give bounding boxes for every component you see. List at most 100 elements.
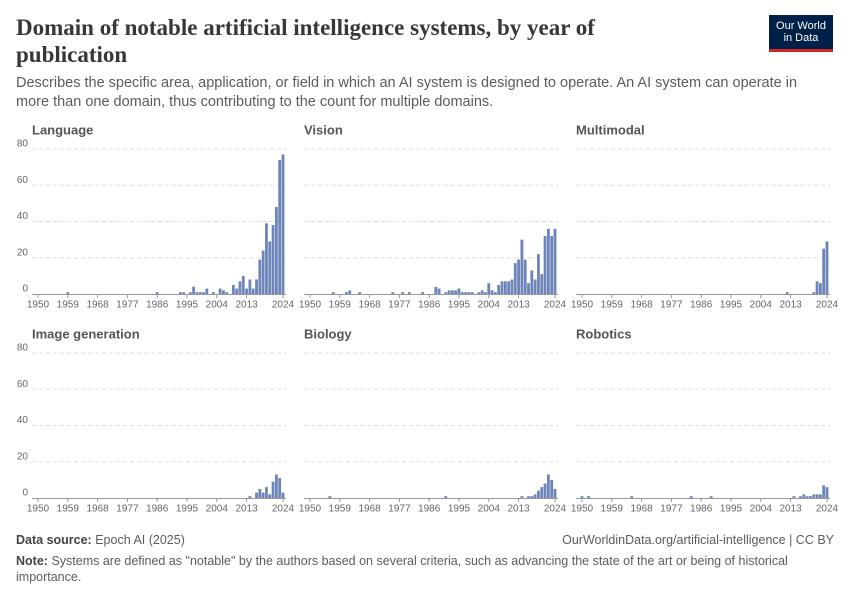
- x-tick-label: 2024: [272, 504, 295, 515]
- bar: [630, 496, 634, 498]
- bar: [460, 292, 464, 294]
- y-tick-label: 20: [17, 247, 29, 258]
- bar: [238, 281, 242, 294]
- y-tick-label: 80: [17, 139, 29, 150]
- x-tick-label: 2013: [779, 300, 802, 311]
- x-tick-label: 1968: [358, 300, 381, 311]
- bar: [251, 288, 255, 294]
- bar: [450, 290, 454, 294]
- bar: [543, 483, 547, 498]
- source-text: Epoch AI (2025): [95, 533, 185, 547]
- bar: [444, 496, 448, 498]
- x-tick-label: 1950: [299, 504, 322, 515]
- bar: [815, 281, 819, 294]
- bar: [221, 290, 225, 294]
- y-tick-label: 80: [17, 343, 29, 354]
- x-tick-label: 2004: [750, 300, 773, 311]
- bar: [265, 223, 268, 294]
- x-tick-label: 1968: [630, 504, 653, 515]
- bar: [268, 494, 272, 498]
- bar: [553, 488, 557, 498]
- x-tick-label: 2004: [206, 504, 229, 515]
- panel-title: Biology: [304, 326, 352, 341]
- source-label: Data source:: [16, 533, 92, 547]
- bar: [278, 159, 282, 294]
- url[interactable]: OurWorldinData.org/artificial-intelligen…: [562, 533, 834, 547]
- bar: [261, 250, 265, 294]
- x-tick-label: 1968: [358, 504, 381, 515]
- bar: [155, 292, 159, 294]
- bar: [550, 236, 554, 294]
- bar: [444, 292, 448, 294]
- bar: [271, 481, 275, 498]
- x-tick-label: 1986: [690, 300, 713, 311]
- bar: [258, 488, 262, 498]
- bar: [537, 254, 540, 294]
- panel-title: Robotics: [576, 326, 632, 341]
- bar: [487, 283, 491, 294]
- source: Data source: Epoch AI (2025): [16, 533, 185, 547]
- bar: [268, 241, 272, 294]
- x-tick-label: 2013: [235, 300, 258, 311]
- bar: [248, 496, 252, 498]
- logo[interactable]: Our World in Data: [769, 15, 833, 52]
- bar: [510, 279, 514, 294]
- bar: [825, 487, 829, 498]
- bar: [503, 281, 507, 294]
- x-tick-label: 1977: [388, 300, 411, 311]
- bar: [345, 292, 348, 294]
- bar: [261, 492, 265, 498]
- y-tick-label: 60: [17, 175, 29, 186]
- bar: [258, 259, 262, 294]
- x-tick-label: 2013: [507, 504, 530, 515]
- bar: [192, 286, 196, 294]
- bar: [587, 496, 591, 498]
- bar: [520, 239, 524, 294]
- x-tick-label: 1986: [690, 504, 713, 515]
- bar: [546, 228, 550, 294]
- bar: [278, 478, 282, 498]
- bar: [391, 292, 395, 294]
- bar: [274, 474, 278, 498]
- bar: [537, 490, 540, 498]
- x-tick-label: 2013: [507, 300, 530, 311]
- x-tick-label: 1950: [27, 504, 50, 515]
- bar: [331, 292, 335, 294]
- bar: [818, 494, 822, 498]
- bar: [530, 270, 534, 294]
- bar: [527, 496, 530, 498]
- bar: [822, 485, 826, 498]
- bar: [66, 292, 70, 294]
- bar: [799, 496, 802, 498]
- bar: [358, 292, 362, 294]
- bar: [785, 292, 789, 294]
- bar: [231, 284, 235, 294]
- y-tick-label: 0: [22, 488, 28, 499]
- panel-title: Multimodal: [576, 122, 645, 137]
- y-tick-label: 60: [17, 379, 29, 390]
- bar: [470, 292, 474, 294]
- bar: [550, 479, 554, 498]
- bar: [248, 279, 252, 294]
- bar: [182, 292, 186, 294]
- bar: [437, 288, 441, 294]
- bar: [255, 279, 258, 294]
- x-tick-label: 1995: [720, 300, 743, 311]
- bar: [235, 288, 239, 294]
- bar: [202, 292, 205, 294]
- x-tick-label: 1959: [57, 504, 80, 515]
- bar: [825, 241, 829, 294]
- bar: [484, 292, 487, 294]
- x-tick-label: 2004: [478, 504, 501, 515]
- x-tick-label: 2024: [816, 300, 839, 311]
- bar: [348, 290, 352, 294]
- bar: [540, 274, 544, 294]
- bar: [281, 492, 285, 498]
- bar: [520, 496, 524, 498]
- x-tick-label: 1959: [601, 300, 624, 311]
- bar: [218, 288, 222, 294]
- bar: [527, 283, 530, 294]
- bar: [447, 290, 451, 294]
- subtitle: Describes the specific area, application…: [16, 75, 798, 110]
